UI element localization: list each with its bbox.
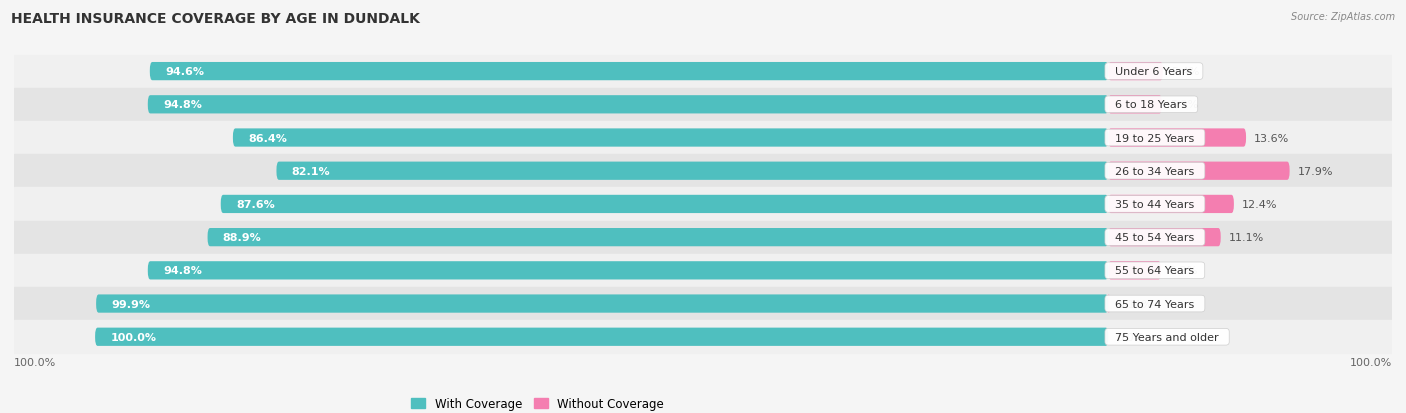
Text: 82.1%: 82.1% [291,166,330,176]
FancyBboxPatch shape [148,96,1108,114]
Text: 0.0%: 0.0% [1116,332,1144,342]
FancyBboxPatch shape [150,63,1108,81]
Text: Source: ZipAtlas.com: Source: ZipAtlas.com [1291,12,1395,22]
Bar [14,254,1392,287]
Text: 86.4%: 86.4% [247,133,287,143]
Text: 55 to 64 Years: 55 to 64 Years [1108,266,1201,275]
Text: 99.9%: 99.9% [111,299,150,309]
Bar [14,88,1392,121]
FancyBboxPatch shape [1108,63,1163,81]
Text: 6 to 18 Years: 6 to 18 Years [1108,100,1194,110]
Text: 11.1%: 11.1% [1229,233,1264,242]
Bar [14,155,1392,188]
FancyBboxPatch shape [1108,129,1246,147]
Text: 100.0%: 100.0% [14,357,56,367]
FancyBboxPatch shape [1108,228,1220,247]
Bar [14,320,1392,354]
Text: 35 to 44 Years: 35 to 44 Years [1108,199,1202,209]
Bar [14,121,1392,155]
Text: 65 to 74 Years: 65 to 74 Years [1108,299,1202,309]
Text: 100.0%: 100.0% [110,332,156,342]
Text: 19 to 25 Years: 19 to 25 Years [1108,133,1202,143]
FancyBboxPatch shape [1108,261,1161,280]
FancyBboxPatch shape [96,295,1108,313]
FancyBboxPatch shape [1108,162,1289,180]
FancyBboxPatch shape [96,328,1108,346]
Text: 94.8%: 94.8% [163,100,202,110]
Text: 5.4%: 5.4% [1171,67,1199,77]
Text: 5.2%: 5.2% [1168,266,1198,275]
Text: 13.6%: 13.6% [1254,133,1289,143]
Text: 26 to 34 Years: 26 to 34 Years [1108,166,1202,176]
Text: 45 to 54 Years: 45 to 54 Years [1108,233,1202,242]
FancyBboxPatch shape [208,228,1108,247]
Text: 75 Years and older: 75 Years and older [1108,332,1226,342]
Text: 17.9%: 17.9% [1298,166,1333,176]
Bar [14,221,1392,254]
Bar [14,188,1392,221]
Legend: With Coverage, Without Coverage: With Coverage, Without Coverage [406,392,669,413]
Text: 87.6%: 87.6% [236,199,274,209]
Text: Under 6 Years: Under 6 Years [1108,67,1199,77]
FancyBboxPatch shape [1108,195,1234,214]
Text: 5.3%: 5.3% [1170,100,1198,110]
Text: 100.0%: 100.0% [1350,357,1392,367]
Text: 94.8%: 94.8% [163,266,202,275]
Text: HEALTH INSURANCE COVERAGE BY AGE IN DUNDALK: HEALTH INSURANCE COVERAGE BY AGE IN DUND… [11,12,420,26]
FancyBboxPatch shape [221,195,1108,214]
Text: 88.9%: 88.9% [222,233,262,242]
Text: 12.4%: 12.4% [1241,199,1278,209]
FancyBboxPatch shape [1108,96,1161,114]
Text: 0.11%: 0.11% [1118,299,1153,309]
FancyBboxPatch shape [148,261,1108,280]
FancyBboxPatch shape [233,129,1108,147]
Bar [14,55,1392,88]
Bar [14,287,1392,320]
Text: 94.6%: 94.6% [165,67,204,77]
FancyBboxPatch shape [277,162,1108,180]
